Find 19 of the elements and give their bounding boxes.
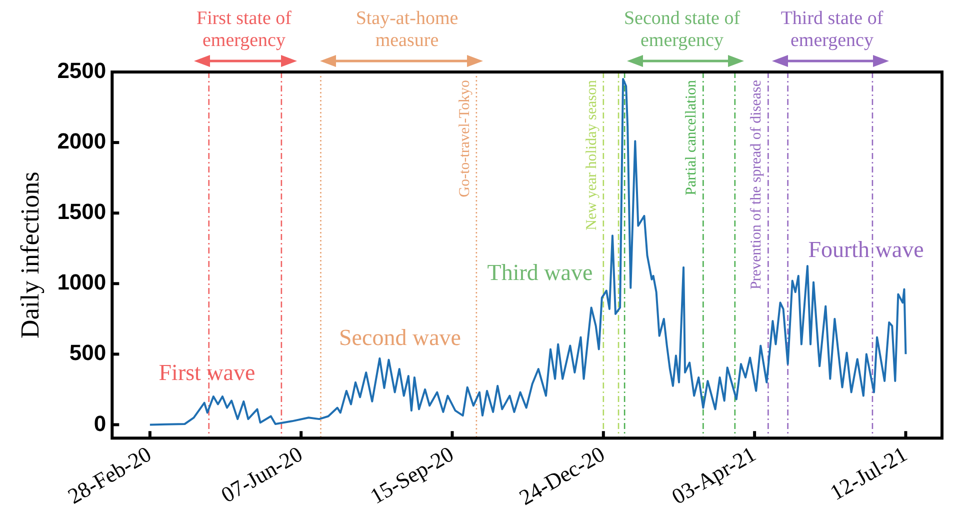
annotation: Third wave (486, 260, 594, 286)
y-tick-label: 0 (94, 410, 106, 436)
annotation: Second wave (338, 325, 462, 351)
y-tick-label: 1000 (57, 270, 106, 295)
y-axis-title: Daily infections (15, 172, 44, 338)
annotation: First wave (158, 360, 256, 385)
ref-line-label: Prevention of the spread of disease (748, 80, 765, 290)
ref-line-label: Partial cancellation (684, 80, 700, 196)
text: Stay-at-home measure (354, 8, 460, 52)
text: First state of emergency (196, 8, 292, 52)
ref-line-label: New year holiday season (584, 80, 600, 230)
y-tick-label: 2000 (57, 128, 106, 154)
y-tick-label: 500 (69, 340, 106, 366)
ref-line-label: Go-to-travel-Tokyo (456, 80, 473, 198)
text: Second state of emergency (622, 8, 742, 52)
y-tick-label: 1500 (57, 199, 106, 224)
text: Third state of emergency (780, 8, 884, 52)
y-tick-label: 2500 (57, 58, 106, 84)
annotation: Fourth wave (808, 237, 924, 262)
